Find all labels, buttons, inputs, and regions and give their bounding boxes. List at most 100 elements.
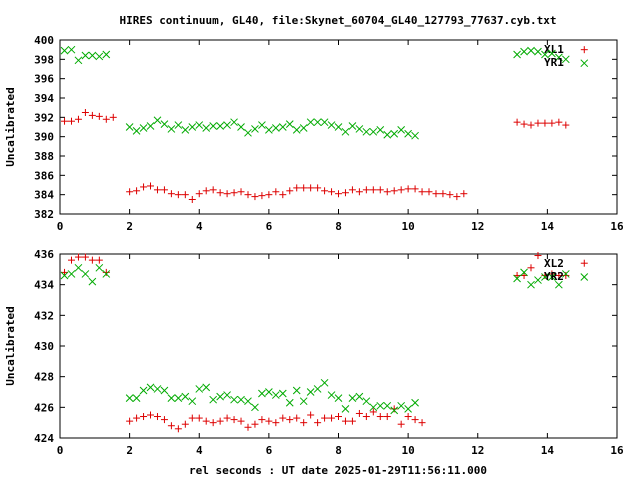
x-tick-label: 0 — [57, 220, 64, 233]
data-point — [541, 119, 549, 127]
data-point — [520, 47, 528, 56]
data-point — [527, 264, 535, 272]
data-point — [397, 420, 405, 428]
data-point — [520, 271, 528, 279]
data-point — [160, 120, 169, 128]
data-point — [209, 186, 217, 194]
data-point — [328, 188, 336, 196]
data-point — [534, 119, 542, 127]
data-point — [520, 120, 528, 128]
data-point — [383, 413, 391, 421]
data-point — [278, 389, 287, 398]
data-point — [334, 123, 343, 131]
data-point — [258, 121, 266, 129]
data-point — [188, 397, 197, 406]
data-point — [195, 121, 204, 129]
data-point — [580, 46, 588, 54]
x-tick-label: 14 — [541, 444, 555, 457]
data-point — [548, 119, 556, 127]
data-point — [195, 385, 204, 393]
data-point — [327, 391, 336, 399]
data-point — [209, 122, 218, 130]
data-point — [258, 192, 266, 200]
data-point — [195, 190, 203, 198]
data-point — [153, 116, 162, 125]
data-point — [299, 124, 308, 132]
y-tick-label: 400 — [34, 34, 54, 47]
x-tick-label: 8 — [335, 220, 342, 233]
data-point — [67, 270, 76, 278]
data-point — [126, 417, 134, 425]
data-point — [321, 414, 329, 422]
data-point — [216, 189, 224, 197]
data-point — [237, 123, 245, 131]
data-point — [527, 280, 535, 289]
data-point — [369, 408, 377, 416]
data-point — [244, 128, 252, 137]
y-axis-label: Uncalibrated — [4, 87, 17, 166]
data-point — [453, 193, 461, 201]
data-point — [88, 51, 97, 60]
x-tick-label: 16 — [610, 220, 624, 233]
data-point — [258, 389, 266, 398]
data-point — [188, 196, 196, 203]
data-point — [562, 271, 570, 279]
data-point — [527, 46, 535, 55]
legend-label-XL1: XL1 — [544, 43, 564, 56]
data-point — [265, 388, 273, 396]
data-point — [181, 392, 190, 401]
data-point — [355, 125, 364, 133]
chart-panel-1: 0 2 4 6 8 10 12 14 16 382 384 386 388 390 392 394 396 398… — [4, 34, 624, 233]
x-tick-label: 0 — [57, 444, 64, 457]
data-point — [580, 273, 589, 281]
data-point — [362, 186, 370, 194]
chart-panel-2: 0 2 4 6 8 10 12 14 16 424 426 428 430 432 434 436 Uncali… — [4, 248, 624, 457]
data-point — [174, 191, 182, 199]
data-point — [60, 271, 69, 280]
data-point — [146, 383, 155, 392]
data-point — [125, 394, 134, 402]
data-point — [293, 414, 301, 422]
data-point — [202, 187, 210, 195]
data-point — [81, 109, 89, 116]
data-point — [369, 403, 378, 412]
data-point — [362, 127, 371, 136]
data-point — [167, 190, 175, 198]
data-point — [271, 124, 280, 132]
data-point — [300, 184, 308, 192]
data-point — [132, 394, 141, 402]
y-axis-label: Uncalibrated — [4, 306, 17, 385]
data-point — [534, 276, 542, 284]
data-point — [181, 126, 190, 134]
data-point — [306, 118, 315, 127]
data-point — [67, 117, 75, 125]
data-point — [335, 190, 342, 198]
data-point — [88, 277, 97, 286]
data-point — [146, 122, 155, 130]
data-point — [102, 115, 110, 123]
y-tick-label: 394 — [34, 92, 54, 105]
data-point — [446, 191, 454, 199]
y-tick-label: 428 — [34, 371, 54, 384]
data-point — [334, 394, 343, 402]
data-point — [355, 392, 364, 401]
x-tick-label: 12 — [471, 444, 484, 457]
data-point — [251, 403, 259, 412]
data-point — [209, 419, 217, 427]
data-point — [216, 392, 224, 401]
data-point — [74, 263, 83, 272]
data-point — [321, 187, 329, 195]
data-point — [160, 416, 168, 424]
y-tick-label: 392 — [34, 111, 54, 124]
data-point — [223, 190, 231, 198]
data-point — [513, 274, 521, 283]
data-point — [541, 50, 549, 59]
data-point — [60, 46, 69, 55]
data-point — [513, 50, 521, 59]
data-point — [223, 121, 231, 129]
data-point — [230, 189, 238, 197]
x-tick-label: 12 — [471, 220, 484, 233]
x-tick-label: 4 — [196, 220, 203, 233]
data-point — [102, 50, 111, 59]
